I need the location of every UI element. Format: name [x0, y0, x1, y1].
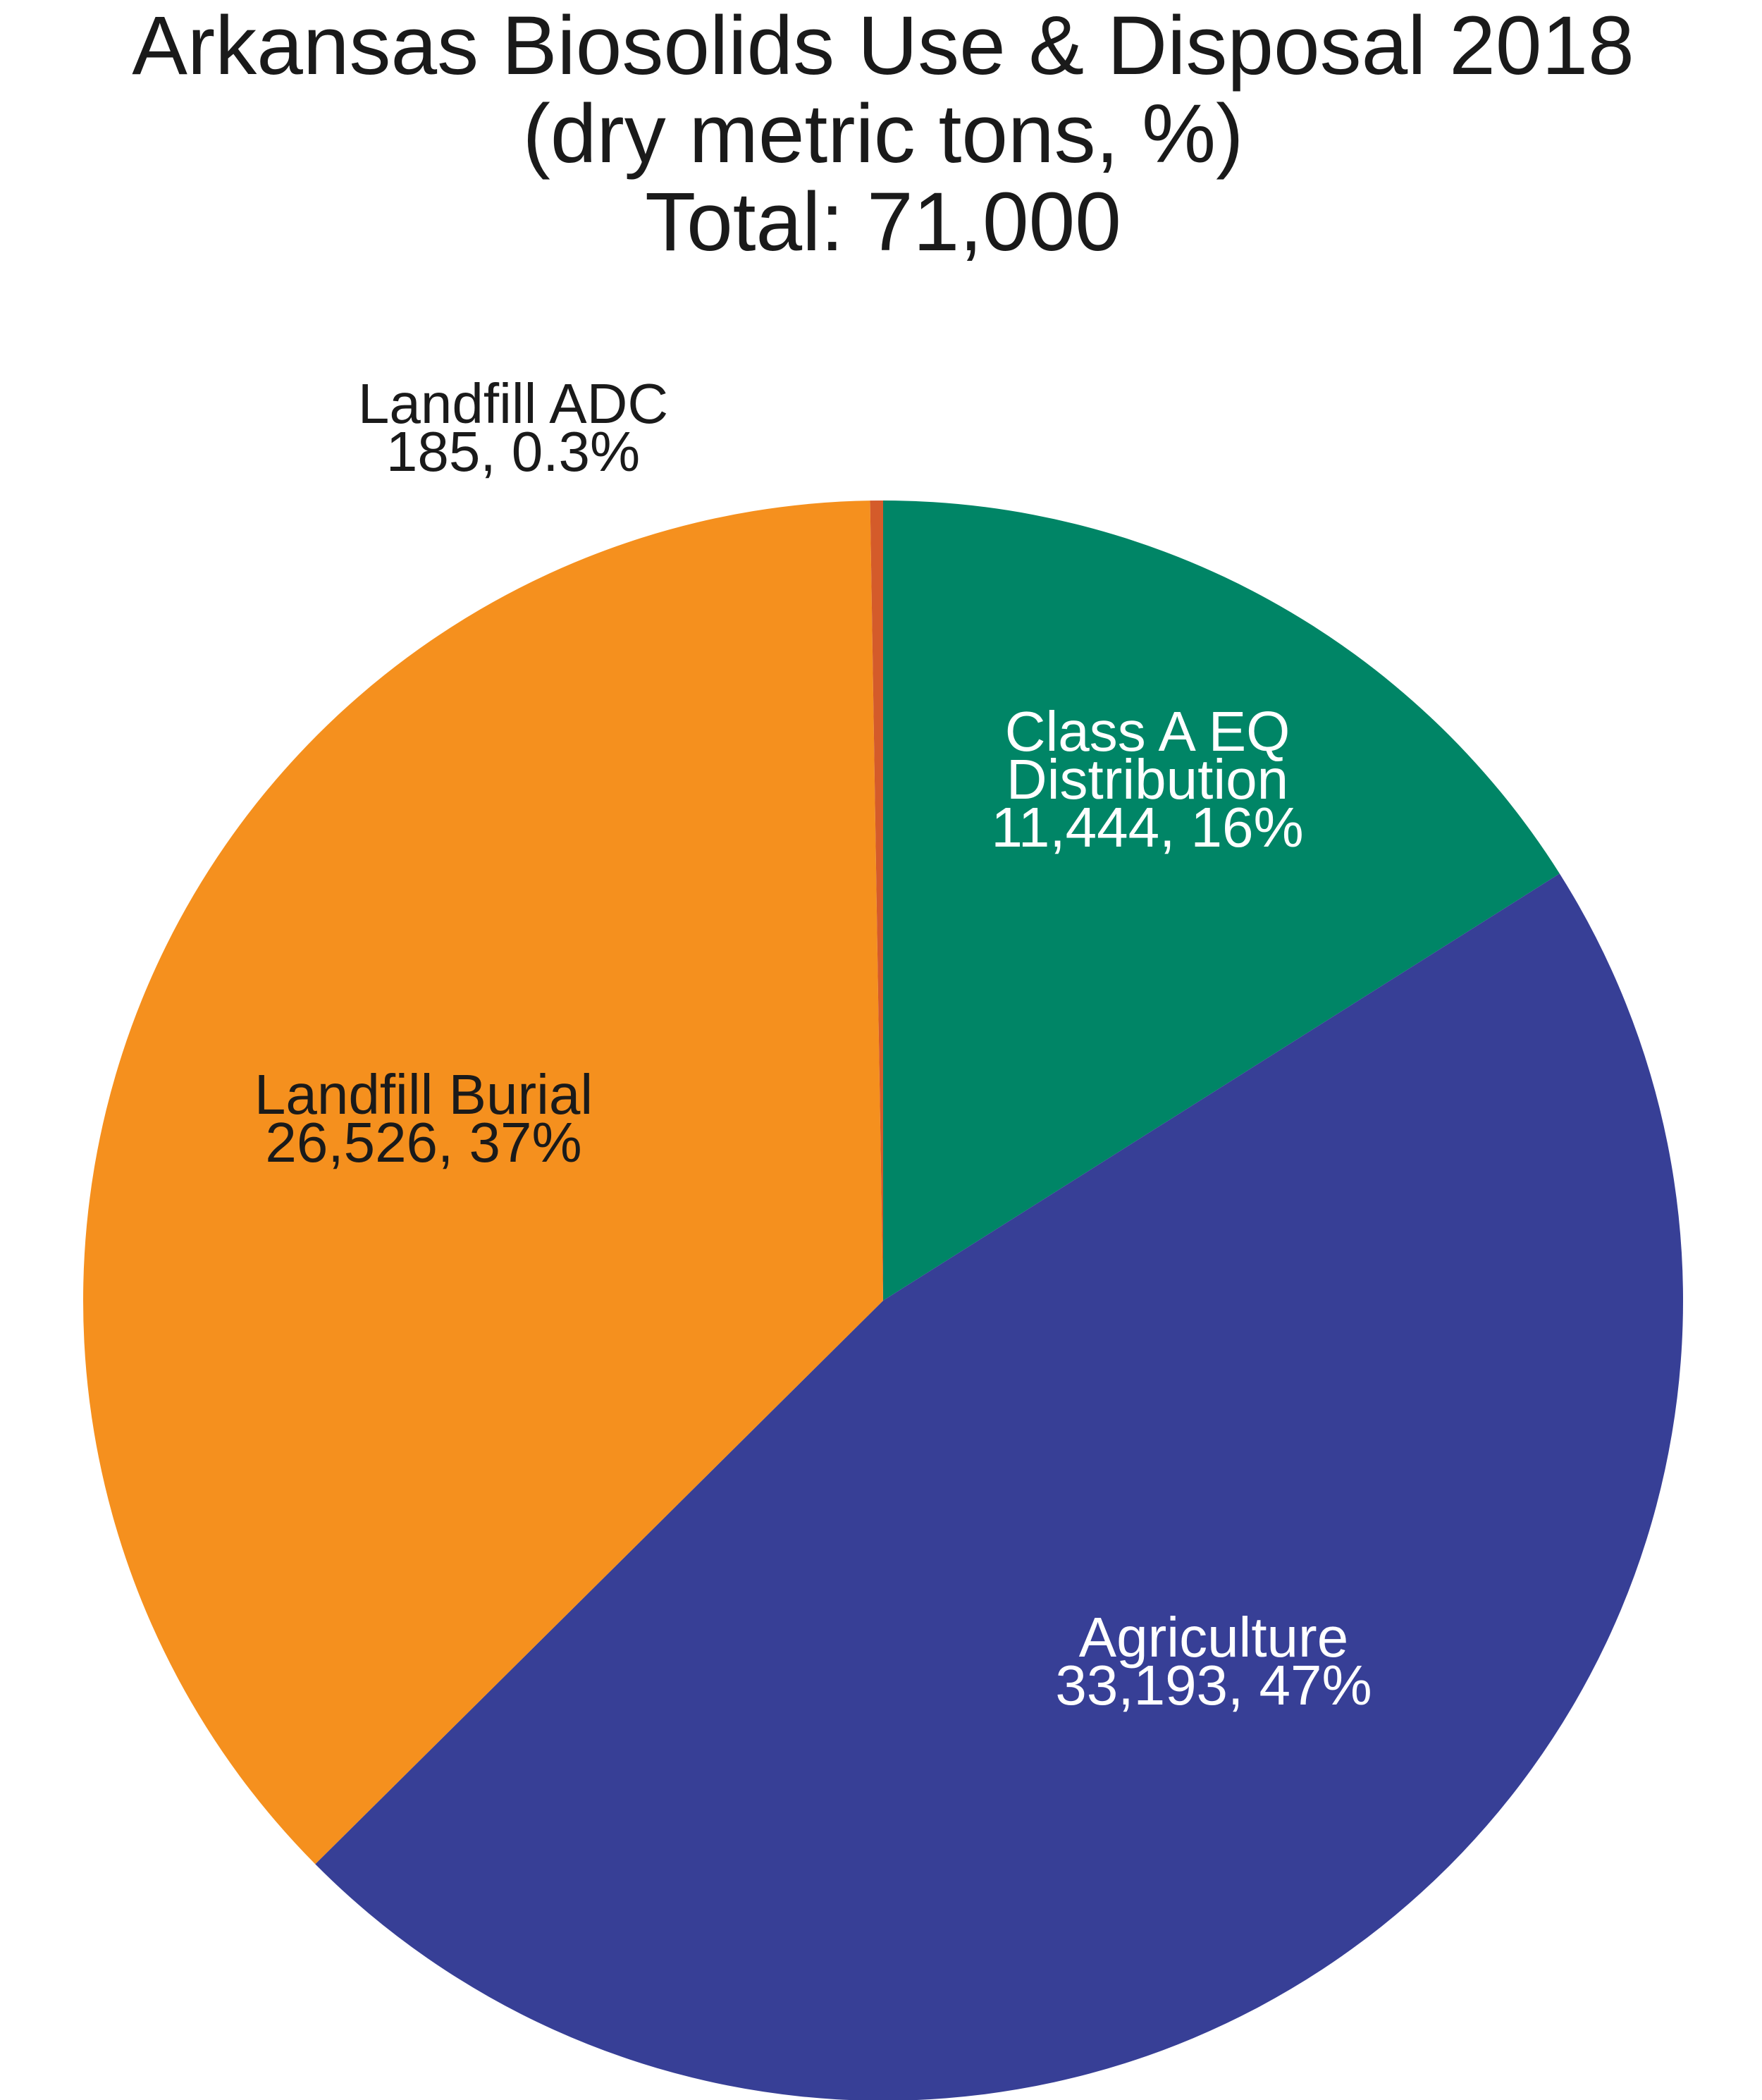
slice-label-line: Landfill Burial — [254, 1063, 593, 1126]
pie-slice-landfill-adc — [870, 501, 883, 1301]
slice-label-agriculture: Agriculture 33,193, 47% — [1055, 1606, 1372, 1717]
slice-label-landfill-adc: Landfill ADC 185, 0.3% — [358, 372, 668, 483]
slice-label-class-a-eq-distribution: Class A EQ Distribution 11,444, 16% — [991, 700, 1303, 859]
chart-title: Arkansas Biosolids Use & Disposal 2018(d… — [132, 0, 1634, 269]
slice-label-line: 185, 0.3% — [386, 420, 640, 483]
slice-label-line: 11,444, 16% — [991, 796, 1303, 859]
pie-slice-landfill-burial — [82, 501, 884, 1865]
slice-labels: Class A EQ Distribution 11,444, 16% Agricul… — [254, 372, 1372, 1717]
slice-label-line: 33,193, 47% — [1055, 1654, 1372, 1717]
slice-label-line: Class A EQ — [1005, 700, 1290, 763]
pie-slices — [82, 501, 1684, 2100]
pie-slice-agriculture — [315, 873, 1684, 2100]
chart-title-line-2: (dry metric tons, %) — [523, 87, 1244, 180]
slice-label-line: 26,526, 37% — [265, 1111, 581, 1174]
slice-label-landfill-burial: Landfill Burial 26,526, 37% — [254, 1063, 593, 1174]
pie-slice-class-a-eq-distribution — [883, 501, 1560, 1301]
chart-title-line-1: Arkansas Biosolids Use & Disposal 2018 — [132, 0, 1634, 92]
slice-label-line: Agriculture — [1079, 1606, 1348, 1669]
chart-title-line-3: Total: 71,000 — [645, 176, 1121, 269]
slice-label-line: Distribution — [1006, 748, 1288, 811]
slice-label-line: Landfill ADC — [358, 372, 668, 435]
